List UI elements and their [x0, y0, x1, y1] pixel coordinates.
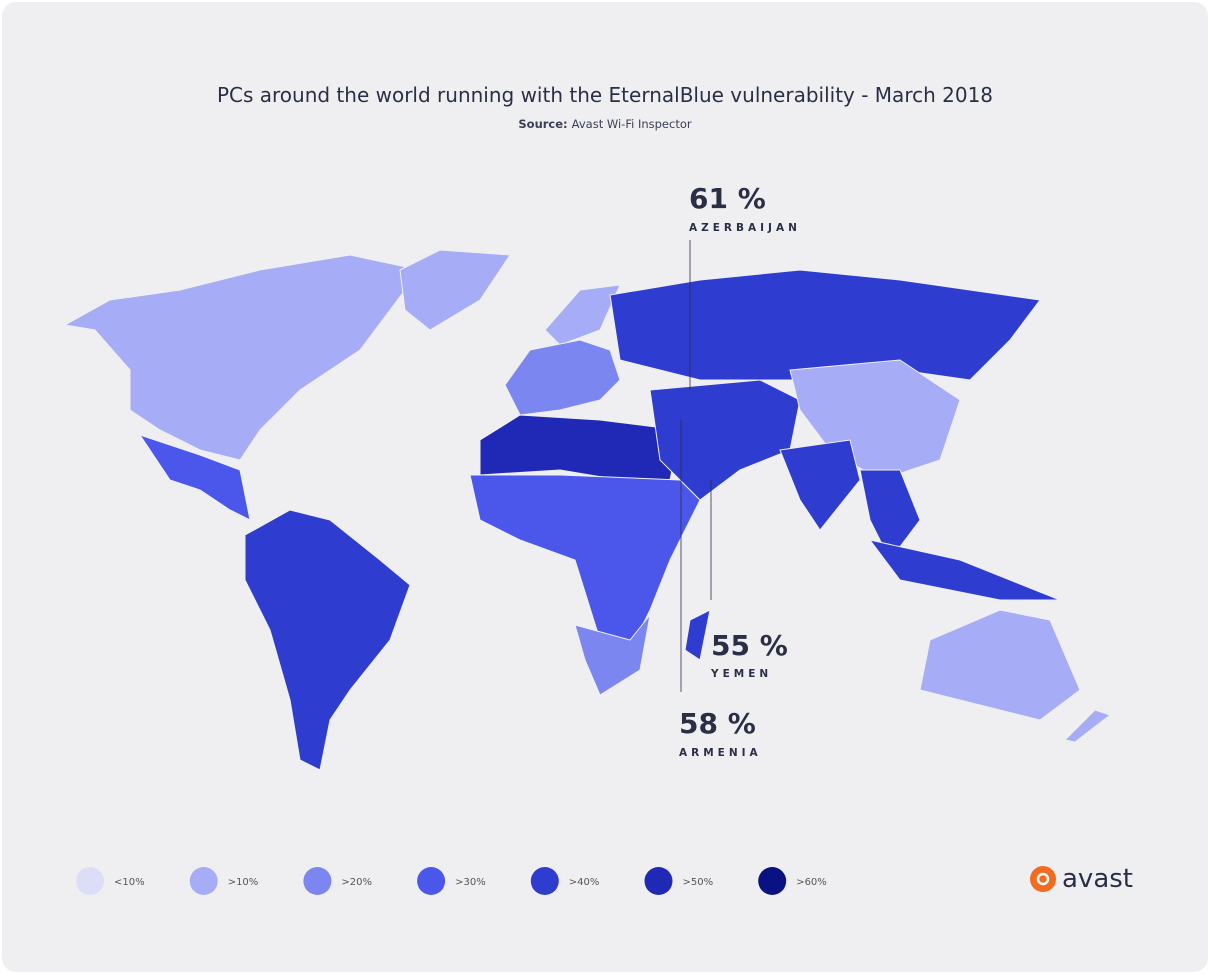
legend-swatch — [644, 867, 673, 895]
source-label: Source: — [518, 117, 567, 131]
world-map — [63, 249, 1112, 771]
legend: <10% >10% >20% >30% >40% >50% >60% — [76, 867, 827, 895]
india — [779, 439, 861, 531]
scandinavia — [544, 284, 621, 346]
southeast-asia — [859, 469, 921, 561]
callout-country: ARMENIA — [679, 747, 762, 759]
legend-swatch — [189, 867, 218, 895]
legend-swatch — [530, 867, 559, 895]
europe — [504, 339, 621, 416]
legend-label: >20% — [341, 877, 372, 888]
legend-label: >10% — [228, 877, 259, 888]
callout-value: 61 % — [689, 182, 766, 215]
legend-label: <10% — [114, 877, 145, 888]
legend-swatch — [76, 867, 104, 895]
middle-east — [649, 379, 801, 501]
australia — [919, 609, 1081, 721]
callout-country: AZERBAIJAN — [689, 222, 801, 234]
logo-icon — [1030, 866, 1056, 892]
south-america — [244, 509, 411, 771]
greenland — [399, 249, 511, 331]
source-line: Source: Avast Wi-Fi Inspector — [518, 117, 691, 131]
north-america — [63, 254, 421, 461]
legend-label: >40% — [569, 877, 600, 888]
callout-country: YEMEN — [710, 668, 772, 680]
logo-text: avast — [1062, 864, 1133, 894]
russia — [609, 269, 1041, 381]
callout-value: 58 % — [679, 707, 756, 740]
legend-label: >30% — [455, 877, 486, 888]
callouts: 61 % AZERBAIJAN 55 % YEMEN 58 % ARMENIA — [679, 182, 801, 759]
legend-label: >50% — [683, 877, 714, 888]
central-america — [138, 434, 251, 521]
legend-swatch — [303, 867, 332, 895]
new-zealand — [1063, 709, 1112, 743]
source: Avast Wi-Fi Inspector — [572, 117, 692, 131]
legend-swatch — [417, 867, 446, 895]
madagascar — [684, 609, 711, 661]
logo: avast — [1030, 864, 1133, 894]
logo-icon-inner — [1036, 872, 1050, 886]
southern-africa — [574, 614, 651, 696]
indonesia — [868, 539, 1061, 601]
callout-value: 55 % — [711, 629, 788, 662]
title: PCs around the world running with the Et… — [217, 83, 993, 107]
legend-label: >60% — [796, 877, 827, 888]
legend-swatch — [758, 867, 787, 895]
